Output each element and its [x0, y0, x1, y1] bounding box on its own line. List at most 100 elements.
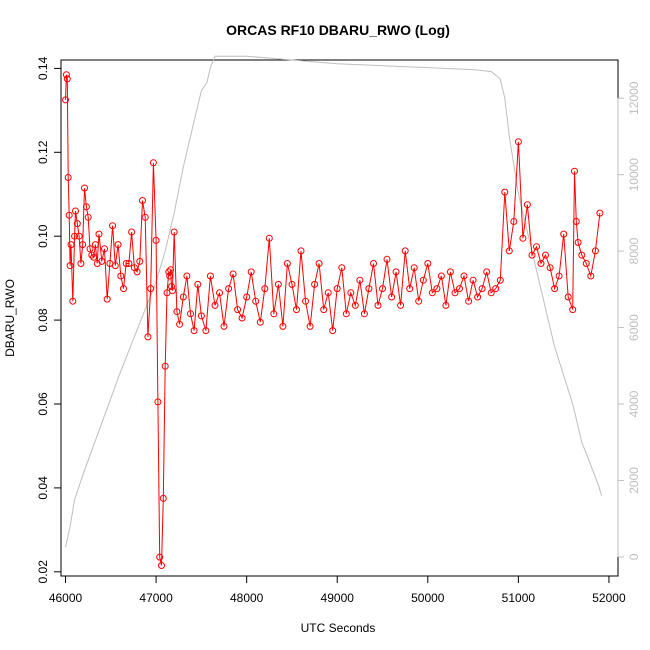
data-point	[433, 285, 441, 293]
data-point	[315, 260, 323, 267]
data-point	[528, 251, 536, 259]
data-point	[270, 310, 278, 318]
data-point	[478, 285, 486, 293]
data-point	[117, 272, 125, 280]
data-point	[320, 306, 328, 314]
data-point	[66, 262, 74, 270]
y-tick-label: 0.06	[36, 392, 50, 416]
data-point	[158, 562, 165, 569]
y2-tick-label: 2000	[627, 467, 641, 494]
data-point	[555, 272, 563, 280]
data-point	[95, 230, 103, 238]
data-point	[437, 272, 445, 280]
data-point	[514, 138, 522, 146]
data-point	[202, 327, 210, 335]
data-point	[243, 293, 251, 301]
data-point	[114, 241, 122, 249]
data-point	[176, 320, 184, 328]
data-point	[560, 230, 568, 238]
data-point	[333, 285, 341, 293]
data-point	[274, 280, 282, 288]
data-point	[406, 285, 414, 293]
data-point	[383, 255, 391, 263]
data-point	[101, 245, 108, 253]
data-point	[98, 257, 106, 265]
data-point	[442, 301, 450, 309]
data-point	[591, 247, 599, 255]
x-axis-label: UTC Seconds	[301, 621, 376, 635]
data-point	[170, 228, 178, 236]
data-point	[220, 322, 228, 330]
data-point	[279, 322, 287, 330]
data-point	[84, 213, 92, 221]
data-point	[71, 232, 79, 240]
y2-tick-label: 12000	[627, 81, 641, 115]
data-point	[152, 236, 160, 244]
data-point	[62, 96, 69, 104]
y-axis: 0.02 0.04 0.06 0.08 0.10 0.12 0.14	[36, 56, 62, 583]
y-tick-label: 0.10	[36, 224, 50, 248]
data-point	[351, 301, 359, 309]
data-point	[179, 293, 187, 301]
data-point	[551, 285, 559, 293]
data-point	[297, 247, 305, 255]
data-point	[62, 71, 70, 79]
data-point	[133, 268, 141, 276]
data-point	[109, 222, 117, 230]
data-point	[306, 322, 314, 330]
x-axis: 46000 47000 48000 49000 50000 51000 52000	[49, 575, 626, 605]
data-point	[574, 239, 582, 246]
data-point	[505, 247, 513, 255]
data-point	[501, 188, 509, 196]
x-tick-label: 49000	[321, 591, 355, 605]
data-point	[125, 260, 133, 267]
data-point	[283, 260, 291, 267]
data-point	[122, 260, 130, 267]
data-point	[456, 285, 463, 293]
data-point	[487, 289, 495, 297]
data-point	[419, 276, 427, 284]
data-point	[238, 314, 246, 322]
data-point	[120, 285, 127, 293]
altitude-line	[65, 55, 603, 548]
y2-tick-label: 10000	[627, 158, 641, 192]
data-point	[65, 211, 73, 219]
data-point	[582, 260, 590, 267]
data-point	[149, 159, 157, 167]
altitude-series	[65, 55, 603, 548]
data-point	[356, 276, 364, 284]
y-tick-label: 0.12	[36, 140, 50, 164]
data-point	[111, 262, 119, 270]
data-point	[293, 306, 300, 314]
data-point	[410, 264, 418, 272]
data-point	[578, 251, 586, 259]
data-point	[401, 247, 409, 255]
data-point	[161, 362, 169, 370]
data-series	[62, 71, 604, 569]
data-point	[77, 260, 85, 267]
data-point	[69, 297, 77, 305]
data-point	[187, 310, 194, 318]
data-point	[64, 174, 72, 181]
y2-tick-label: 0	[627, 553, 641, 560]
y-axis-label: DBARU_RWO	[3, 279, 17, 357]
x-tick-label: 51000	[502, 591, 536, 605]
data-point	[311, 280, 319, 288]
y-tick-label: 0.14	[36, 56, 50, 80]
series-line	[65, 74, 601, 566]
data-point	[79, 241, 87, 249]
data-point	[533, 243, 540, 251]
data-point	[569, 306, 577, 314]
data-point	[256, 318, 264, 326]
data-point	[496, 276, 504, 284]
data-point	[465, 297, 473, 305]
x-tick-label: 52000	[592, 591, 626, 605]
data-point	[156, 553, 164, 561]
data-point	[86, 245, 94, 253]
data-point	[572, 218, 580, 225]
data-point	[451, 289, 459, 297]
chart-title: ORCAS RF10 DBARU_RWO (Log)	[226, 22, 450, 38]
data-point	[159, 494, 167, 502]
data-point	[81, 184, 88, 192]
